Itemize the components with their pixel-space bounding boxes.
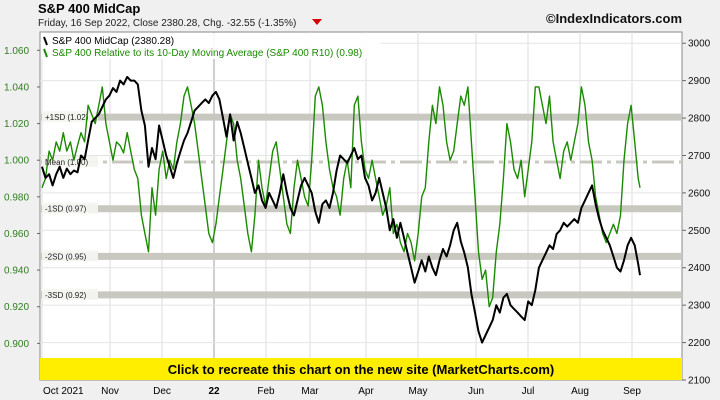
sd-band-label: -2SD (0.95) [45,252,87,261]
legend-ratio-swatch [43,48,48,58]
legend-price-label: S&P 400 MidCap (2380.28) [52,36,174,47]
y-right-tick-label: 2100 [688,376,711,387]
y-left-tick-label: 0.940 [4,266,29,277]
x-tick-label: Jul [522,386,535,397]
banner-link-text[interactable]: Click to recreate this chart on the new … [168,362,555,377]
x-tick-label: Oct 2021 [43,386,84,397]
sd-band-label-bg [42,111,98,123]
banner-background[interactable] [40,358,682,380]
y-right-tick-label: 2400 [688,263,711,274]
y-left-tick-label: 1.060 [4,46,29,57]
sd-band-label-bg [42,202,98,214]
sd-band-label: Mean (1.00) [45,158,88,167]
legend-box [41,33,381,59]
axes: Oct 2021 Nov Dec 22 Feb Mar Apr May Jun Jul Aug Sep… [4,39,711,397]
down-arrow-icon [312,19,322,25]
y-left-tick-label: 1.020 [4,119,29,130]
site-credit: ©IndexIndicators.com [546,11,682,26]
x-tick-label: Mar [301,386,319,397]
y-right-tick-label: 2800 [688,114,711,125]
x-tick-label: Sep [623,386,641,397]
sd-bands: +1SD (1.02) Mean (1.00) -1SD (0.97) -2SD (0… [40,111,682,300]
y-right-tick-label: 2700 [688,151,711,162]
sd-band-label-bg [42,250,98,262]
x-tick-label: May [409,386,428,397]
y-left-tick-label: 1.000 [4,156,29,167]
sd-band-label-bg [42,156,98,168]
x-tick-label: Aug [571,386,589,397]
sd-band-label: -1SD (0.97) [45,205,87,214]
x-tick-label: Feb [257,386,275,397]
legend-price-swatch [43,36,48,46]
x-tick-label: 22 [208,386,220,397]
sd-band-label-bg [42,288,98,300]
x-tick-label: Dec [153,386,171,397]
legend: S&P 400 MidCap (2380.28) S&P 400 Relativ… [41,33,381,59]
x-tick-label: Apr [358,386,374,397]
sd-band-label: -3SD (0.92) [45,291,87,300]
chart-title: S&P 400 MidCap [38,1,140,16]
y-left-tick-label: 0.960 [4,229,29,240]
y-right-tick-label: 2500 [688,226,711,237]
ratio-series-line [41,86,641,308]
chart-subtitle: Friday, 16 Sep 2022, Close 2380.28, Chg.… [38,18,296,29]
y-left-tick-label: 0.900 [4,339,29,350]
y-left-tick-label: 0.920 [4,302,29,313]
y-right-tick-label: 3000 [688,39,711,50]
price-series-line [41,75,641,344]
y-left-tick-label: 0.980 [4,192,29,203]
y-left-tick-label: 1.040 [4,82,29,93]
y-right-tick-label: 2200 [688,338,711,349]
legend-ratio-label: S&P 400 Relative to its 10-Day Moving Av… [52,48,362,59]
series-lines [41,75,641,344]
y-right-tick-label: 2300 [688,301,711,312]
x-tick-label: Jun [468,386,484,397]
sd-band-label: +1SD (1.02) [45,113,89,122]
y-right-tick-label: 2900 [688,76,711,87]
recreate-banner[interactable]: Click to recreate this chart on the new … [40,358,682,380]
y-right-tick-label: 2600 [688,188,711,199]
x-tick-label: Nov [101,386,119,397]
